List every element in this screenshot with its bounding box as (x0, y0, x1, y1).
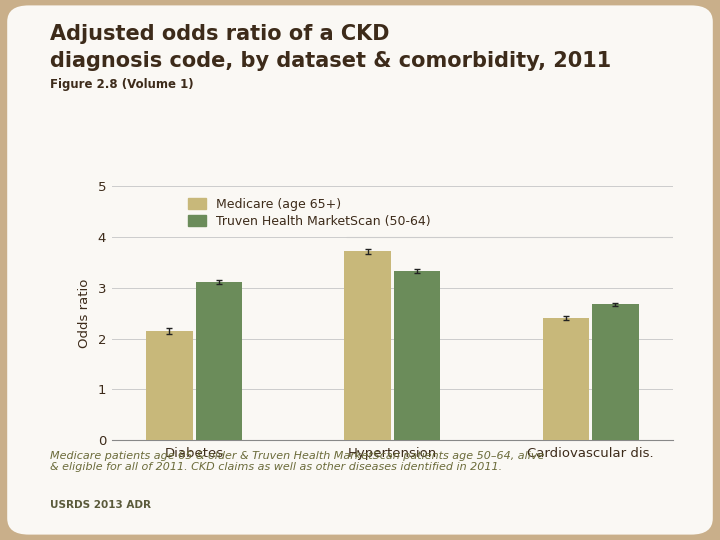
FancyBboxPatch shape (7, 5, 713, 535)
Bar (543, 318, 589, 440)
Text: Medicare patients age 65 & older & Truven Health MarketScan patients age 50–64, : Medicare patients age 65 & older & Truve… (50, 451, 545, 472)
Text: USRDS 2013 ADR: USRDS 2013 ADR (50, 500, 151, 510)
Bar (394, 271, 441, 440)
Bar (344, 251, 391, 440)
Text: Adjusted odds ratio of a CKD: Adjusted odds ratio of a CKD (50, 24, 390, 44)
Text: Figure 2.8 (Volume 1): Figure 2.8 (Volume 1) (50, 78, 194, 91)
Bar (593, 304, 639, 440)
Bar (146, 331, 192, 440)
Text: diagnosis code, by dataset & comorbidity, 2011: diagnosis code, by dataset & comorbidity… (50, 51, 612, 71)
Y-axis label: Odds ratio: Odds ratio (78, 279, 91, 348)
Bar (196, 282, 242, 440)
Legend: Medicare (age 65+), Truven Health MarketScan (50-64): Medicare (age 65+), Truven Health Market… (185, 195, 433, 231)
